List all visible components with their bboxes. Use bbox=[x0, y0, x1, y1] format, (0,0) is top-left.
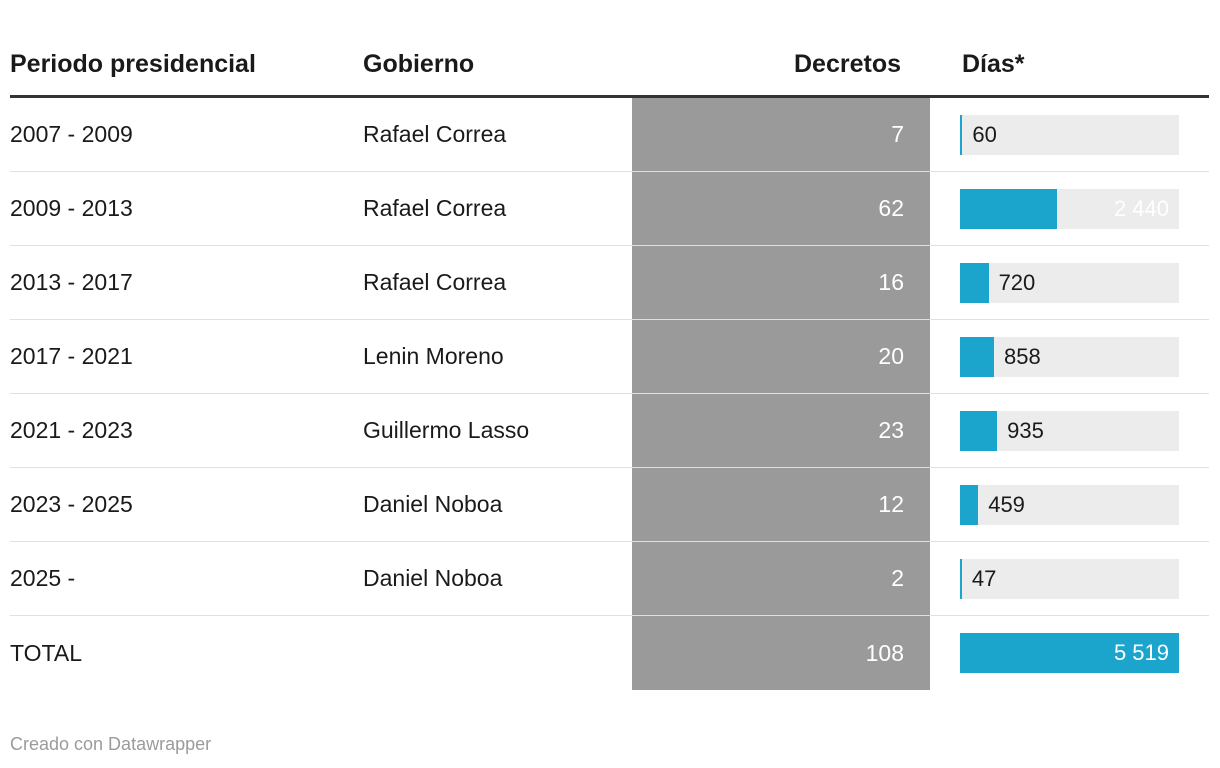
government-cell: Daniel Noboa bbox=[363, 491, 503, 517]
dias-bar-fill bbox=[960, 188, 1057, 229]
dias-bar-fill bbox=[960, 336, 995, 377]
table-header-row: Periodo presidencial Gobierno Decretos D… bbox=[10, 0, 1209, 98]
dias-cell: 47 bbox=[960, 558, 1209, 599]
dias-bar-track: 720 bbox=[960, 262, 1179, 303]
dias-bar-label: 2 440 bbox=[1113, 195, 1169, 221]
header-decretos: Decretos bbox=[794, 50, 901, 78]
period-cell: TOTAL bbox=[10, 639, 82, 666]
header-gobierno: Gobierno bbox=[363, 50, 475, 78]
decretos-cell: 7 bbox=[632, 98, 930, 171]
government-cell: Rafael Correa bbox=[363, 195, 507, 221]
period-cell: 2007 - 2009 bbox=[10, 121, 133, 147]
dias-cell: 60 bbox=[960, 114, 1209, 155]
table-row: 2021 - 2023 Guillermo Lasso 23 935 bbox=[10, 394, 1209, 468]
dias-bar-track: 47 bbox=[960, 558, 1179, 599]
period-cell: 2025 - bbox=[10, 565, 76, 591]
decretos-cell: 12 bbox=[632, 468, 930, 541]
dias-cell: 720 bbox=[960, 262, 1209, 303]
decretos-cell: 108 bbox=[632, 616, 930, 690]
decretos-cell: 16 bbox=[632, 246, 930, 319]
dias-bar-fill bbox=[960, 410, 998, 451]
table-row: 2017 - 2021 Lenin Moreno 20 858 bbox=[10, 320, 1209, 394]
dias-bar-label: 459 bbox=[988, 491, 1025, 517]
dias-bar-label: 935 bbox=[1007, 417, 1044, 443]
dias-cell: 459 bbox=[960, 484, 1209, 525]
period-cell: 2021 - 2023 bbox=[10, 417, 133, 443]
dias-bar-label: 60 bbox=[972, 121, 997, 147]
dias-bar-label: 720 bbox=[998, 269, 1036, 295]
period-cell: 2013 - 2017 bbox=[10, 269, 133, 295]
dias-bar-track: 858 bbox=[960, 336, 1179, 377]
dias-bar-track: 935 bbox=[960, 410, 1179, 451]
dias-bar-track: 459 bbox=[960, 484, 1179, 525]
decretos-cell: 20 bbox=[632, 320, 930, 393]
dias-bar-track: 5 519 bbox=[960, 633, 1179, 673]
government-cell: Guillermo Lasso bbox=[363, 417, 530, 443]
datawrapper-table-chart: Periodo presidencial Gobierno Decretos D… bbox=[10, 0, 1209, 690]
table-row: 2009 - 2013 Rafael Correa 62 2 440 bbox=[10, 172, 1209, 246]
dias-cell: 5 519 bbox=[960, 633, 1209, 673]
period-cell: 2017 - 2021 bbox=[10, 343, 133, 369]
table-row-total: TOTAL 108 5 519 bbox=[10, 616, 1209, 690]
decretos-cell: 2 bbox=[632, 542, 930, 615]
period-cell: 2009 - 2013 bbox=[10, 195, 133, 221]
dias-bar-fill bbox=[960, 558, 962, 599]
dias-bar-fill bbox=[960, 633, 1179, 673]
government-cell: Lenin Moreno bbox=[363, 343, 504, 369]
government-cell: Daniel Noboa bbox=[363, 565, 503, 591]
table-row: 2007 - 2009 Rafael Correa 7 60 bbox=[10, 98, 1209, 172]
header-periodo: Periodo presidencial bbox=[10, 50, 256, 78]
dias-bar-fill bbox=[960, 262, 989, 303]
dias-bar-label: 47 bbox=[971, 565, 997, 591]
dias-bar-fill bbox=[960, 114, 963, 155]
table-row: 2013 - 2017 Rafael Correa 16 720 bbox=[10, 246, 1209, 320]
datawrapper-credit: Creado con Datawrapper bbox=[10, 734, 212, 754]
dias-bar-track: 60 bbox=[960, 114, 1179, 155]
dias-bar-label: 858 bbox=[1004, 343, 1041, 369]
government-cell: Rafael Correa bbox=[363, 121, 507, 147]
dias-bar-fill bbox=[960, 484, 979, 525]
dias-bar-label: 5 519 bbox=[1113, 640, 1169, 665]
dias-cell: 935 bbox=[960, 410, 1209, 451]
table-row: 2025 - Daniel Noboa 2 47 bbox=[10, 542, 1209, 616]
header-dias: Días* bbox=[962, 50, 1025, 78]
period-cell: 2023 - 2025 bbox=[10, 491, 133, 517]
decretos-cell: 23 bbox=[632, 394, 930, 467]
dias-cell: 858 bbox=[960, 336, 1209, 377]
government-cell: Rafael Correa bbox=[363, 269, 507, 295]
dias-bar-track: 2 440 bbox=[960, 188, 1179, 229]
dias-cell: 2 440 bbox=[960, 188, 1209, 229]
decretos-cell: 62 bbox=[632, 172, 930, 245]
table-row: 2023 - 2025 Daniel Noboa 12 459 bbox=[10, 468, 1209, 542]
